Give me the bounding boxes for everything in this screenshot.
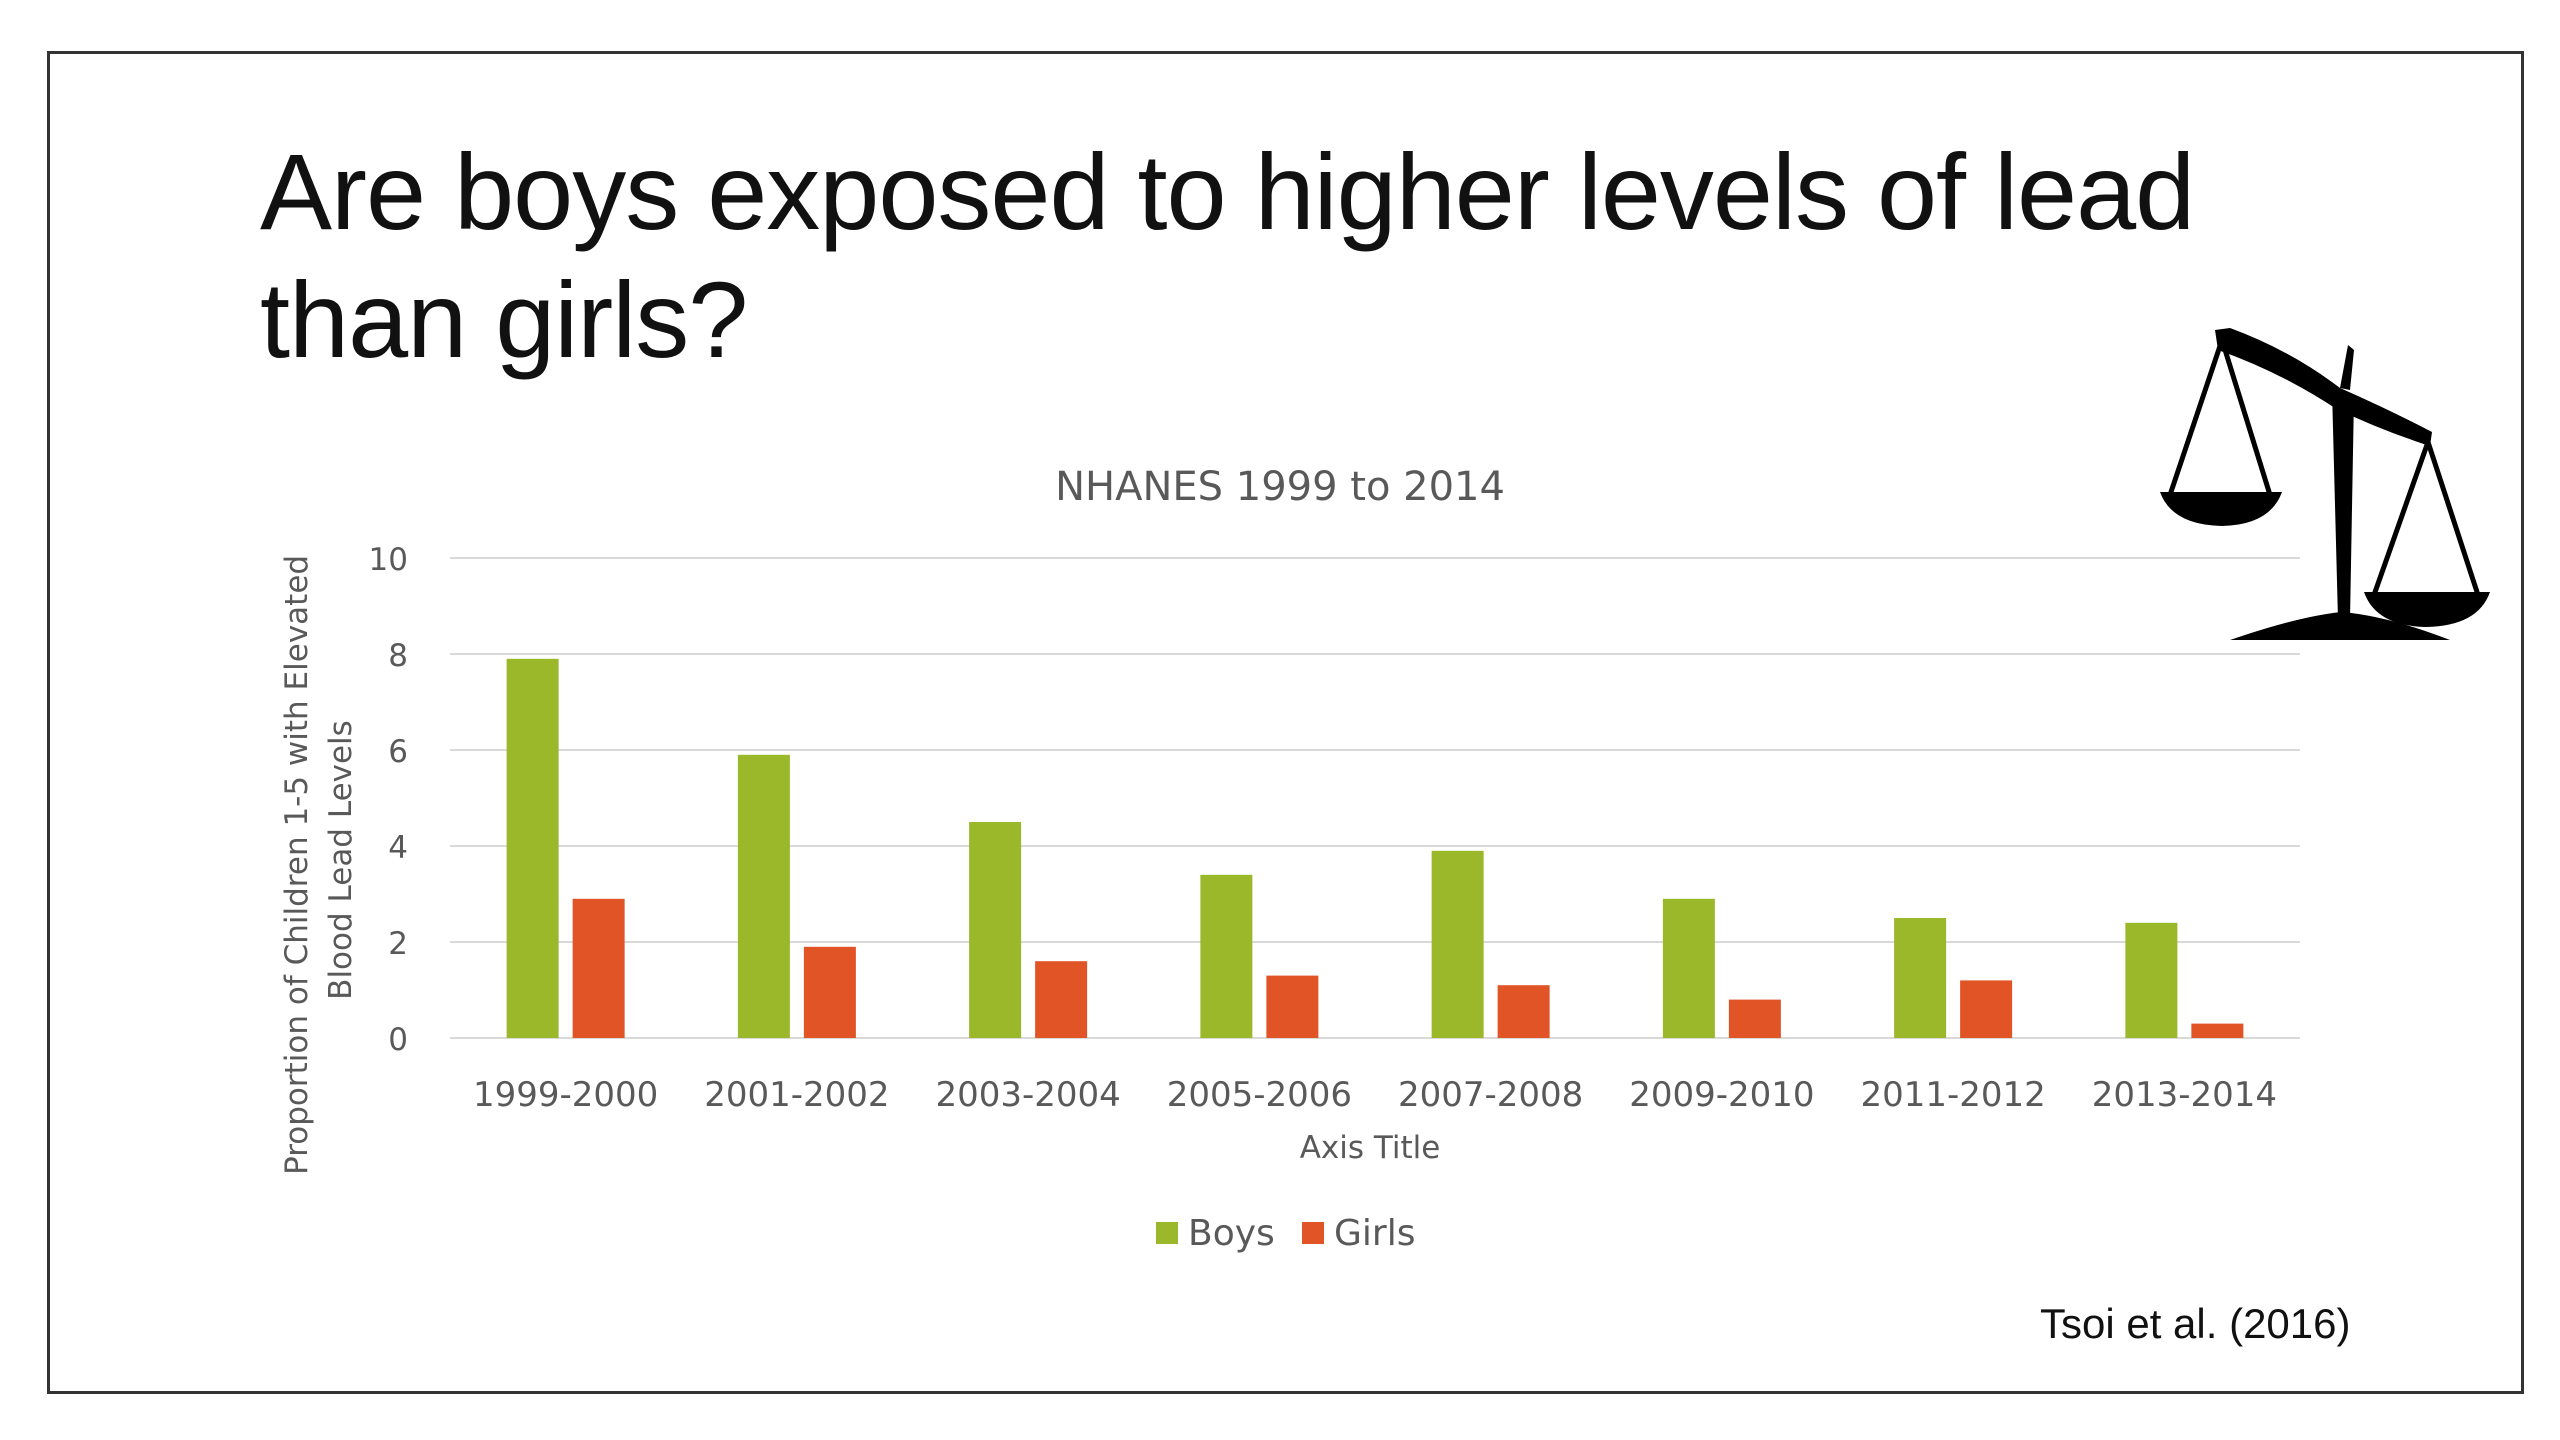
legend-label-boys: Boys [1188,1213,1275,1254]
bar-boys-2005-2006 [1200,874,1253,1038]
y-tick-label: 2 [388,926,408,962]
legend: Boys Girls [1156,1213,1415,1254]
citation: Tsoi et al. (2016) [2040,1300,2351,1347]
x-tick-label: 2013-2014 [2092,1075,2277,1115]
x-tick-label: 2005-2006 [1167,1075,1352,1115]
bars [506,658,2244,1038]
bar-boys-1999-2000 [506,658,559,1038]
bar-girls-1999-2000 [572,898,625,1038]
bar-girls-2003-2004 [1035,961,1088,1038]
y-axis-title-line-1: Proportion of Children 1-5 with Elevated [279,555,315,1175]
bar-girls-2011-2012 [1960,980,2013,1038]
y-tick-label: 8 [388,638,408,674]
balance-scale-icon [2160,328,2490,640]
x-tick-label: 2003-2004 [935,1075,1120,1115]
x-tick-label: 1999-2000 [473,1075,658,1115]
bar-boys-2001-2002 [737,754,790,1038]
gridlines [450,557,2300,1039]
legend-swatch-boys [1156,1222,1178,1244]
y-tick-label: 4 [388,830,408,866]
bar-girls-2005-2006 [1266,975,1319,1038]
x-tick-label: 2001-2002 [704,1075,889,1115]
chart-title: NHANES 1999 to 2014 [1055,464,1505,510]
bar-girls-2009-2010 [1728,999,1781,1038]
slide-title: Are boys exposed to higher levels of lea… [260,131,2195,380]
x-tick-label: 2011-2012 [1860,1075,2045,1115]
slide-frame [47,51,2524,1394]
bar-boys-2009-2010 [1662,898,1715,1038]
x-axis-ticks: 1999-2000 2001-2002 2003-2004 2005-2006 2007… [473,1075,2277,1115]
bar-boys-2007-2008 [1431,850,1484,1038]
y-tick-label: 10 [369,542,408,578]
bar-girls-2001-2002 [803,946,856,1038]
x-tick-label: 2009-2010 [1629,1075,1814,1115]
y-axis-title: Proportion of Children 1-5 with Elevated… [279,545,359,1175]
x-axis-title: Axis Title [1300,1130,1441,1166]
y-tick-label: 0 [388,1022,408,1058]
y-axis-title-line-2: Blood Lead Levels [323,720,359,1000]
bar-boys-2003-2004 [969,822,1022,1038]
x-tick-label: 2007-2008 [1398,1075,1583,1115]
bar-girls-2013-2014 [2191,1023,2244,1038]
y-axis-ticks: 0 2 4 6 8 10 [369,542,408,1058]
legend-swatch-girls [1302,1222,1324,1244]
bar-girls-2007-2008 [1497,985,1550,1038]
legend-label-girls: Girls [1334,1213,1415,1254]
bar-boys-2011-2012 [1894,918,1947,1038]
bar-boys-2013-2014 [2125,922,2178,1038]
y-tick-label: 6 [388,734,408,770]
